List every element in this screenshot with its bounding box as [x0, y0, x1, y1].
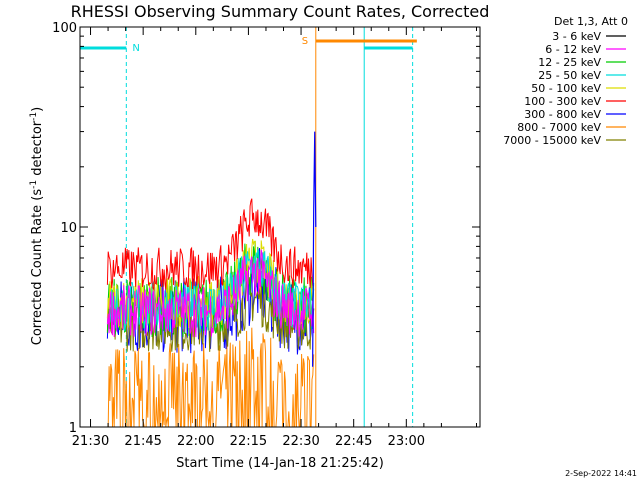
night-label: N — [132, 43, 139, 54]
y-tick-label: 100 — [52, 21, 77, 36]
legend-label: 6 - 12 keV — [545, 43, 601, 56]
legend-label: 100 - 300 keV — [524, 95, 601, 108]
x-tick-label: 23:00 — [388, 434, 425, 449]
x-axis-label: Start Time (14-Jan-18 21:25:42) — [176, 456, 384, 471]
legend-label: 7000 - 15000 keV — [503, 134, 601, 147]
legend-label: 300 - 800 keV — [524, 108, 601, 121]
series-trace — [106, 198, 315, 292]
legend-header: Det 1,3, Att 0 — [554, 15, 628, 28]
legend-label: 800 - 7000 keV — [517, 121, 601, 134]
legend-label: 50 - 100 keV — [531, 82, 601, 95]
legend-label: 3 - 6 keV — [552, 30, 601, 43]
x-tick-label: 22:30 — [282, 434, 319, 449]
plot-data-layer: NS — [80, 27, 417, 428]
x-tick-label: 22:15 — [230, 434, 267, 449]
axes: 21:30 21:45 22:00 22:15 22:30 22:45 23:00 1 10 10… — [52, 21, 480, 449]
saa-label: S — [302, 36, 308, 47]
saa-spike — [312, 131, 317, 367]
chart-title: RHESSI Observing Summary Count Rates, Co… — [71, 2, 490, 21]
y-tick-label: 10 — [60, 221, 77, 236]
legend-label: 25 - 50 keV — [538, 69, 601, 82]
footer-date: 2-Sep-2022 14:41 — [565, 469, 637, 478]
series-trace — [106, 249, 315, 338]
legend-label: 12 - 25 keV — [538, 56, 601, 69]
x-tick-label: 21:45 — [124, 434, 161, 449]
y-axis-label: Corrected Count Rate (s-1 detector-1) — [29, 107, 45, 345]
y-tick-label: 1 — [69, 421, 77, 436]
x-tick-label: 22:00 — [177, 434, 214, 449]
x-tick-label: 22:45 — [335, 434, 372, 449]
x-tick-label: 21:30 — [72, 434, 109, 449]
